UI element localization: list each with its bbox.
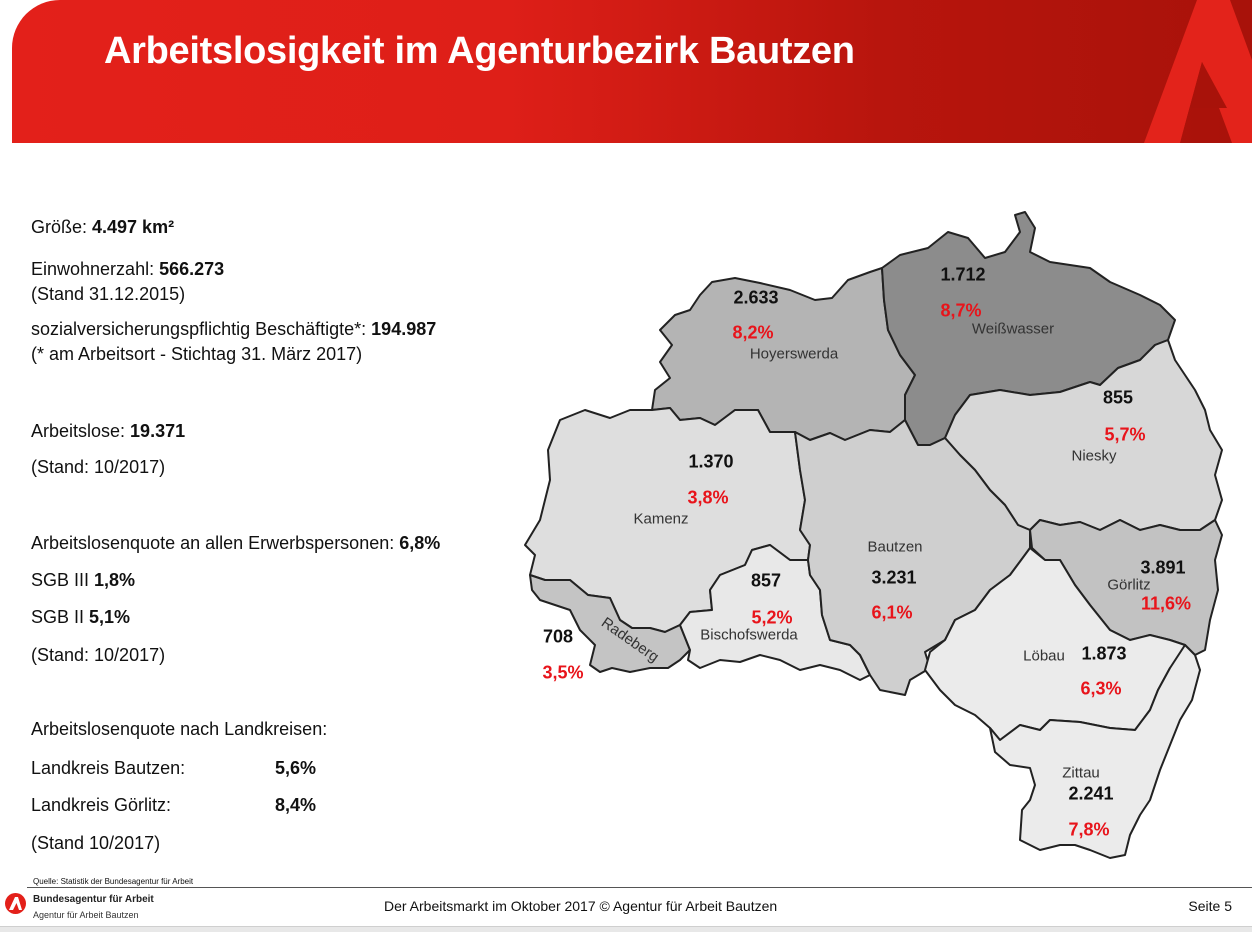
info-sgb2: SGB II 5,1% [31,607,131,627]
info-unemployed-date: (Stand: 10/2017) [31,457,166,477]
footer-bottom-bar [0,926,1252,932]
page-title: Arbeitslosigkeit im Agenturbezirk Bautze… [104,30,855,72]
region-radeberg[interactable] [529,574,691,673]
info-rate-date: (Stand: 10/2017) [31,645,166,665]
info-employees-note: (* am Arbeitsort - Stichtag 31. März 201… [31,344,363,364]
info-employees: sozialversicherungspflichtig Beschäftigt… [31,319,437,339]
region-hoyerswerda[interactable] [651,267,916,441]
footer-divider [27,887,1252,888]
page-number: Seite 5 [1188,898,1232,914]
info-district-heading: Arbeitslosenquote nach Landkreisen: [31,719,328,739]
info-size: Größe: 4.497 km² [31,217,175,237]
info-district-goerlitz: Landkreis Görlitz: 8,4% [31,795,317,815]
info-district-bautzen: Landkreis Bautzen: 5,6% [31,758,317,778]
info-population: Einwohnerzahl: 566.273 [31,259,225,279]
footer: Bundesagentur für Arbeit Agentur für Arb… [0,888,1252,926]
header-banner: Arbeitslosigkeit im Agenturbezirk Bautze… [12,0,1252,143]
org-name: Bundesagentur für Arbeit [33,894,154,905]
info-sgb3: SGB III 1,8% [31,570,136,590]
source-note: Quelle: Statistik der Bundesagentur für … [33,877,194,886]
region-zittau[interactable] [989,644,1201,859]
info-rate: Arbeitslosenquote an allen Erwerbsperson… [31,533,441,553]
ba-logo-icon [5,893,26,914]
info-district-date: (Stand 10/2017) [31,833,161,853]
org-sub: Agentur für Arbeit Bautzen [33,910,139,920]
footer-center-text: Der Arbeitsmarkt im Oktober 2017 © Agent… [384,898,778,914]
info-unemployed: Arbeitslose: 19.371 [31,421,186,441]
ba-logo-a-icon [1144,0,1252,143]
info-population-date: (Stand 31.12.2015) [31,284,186,304]
